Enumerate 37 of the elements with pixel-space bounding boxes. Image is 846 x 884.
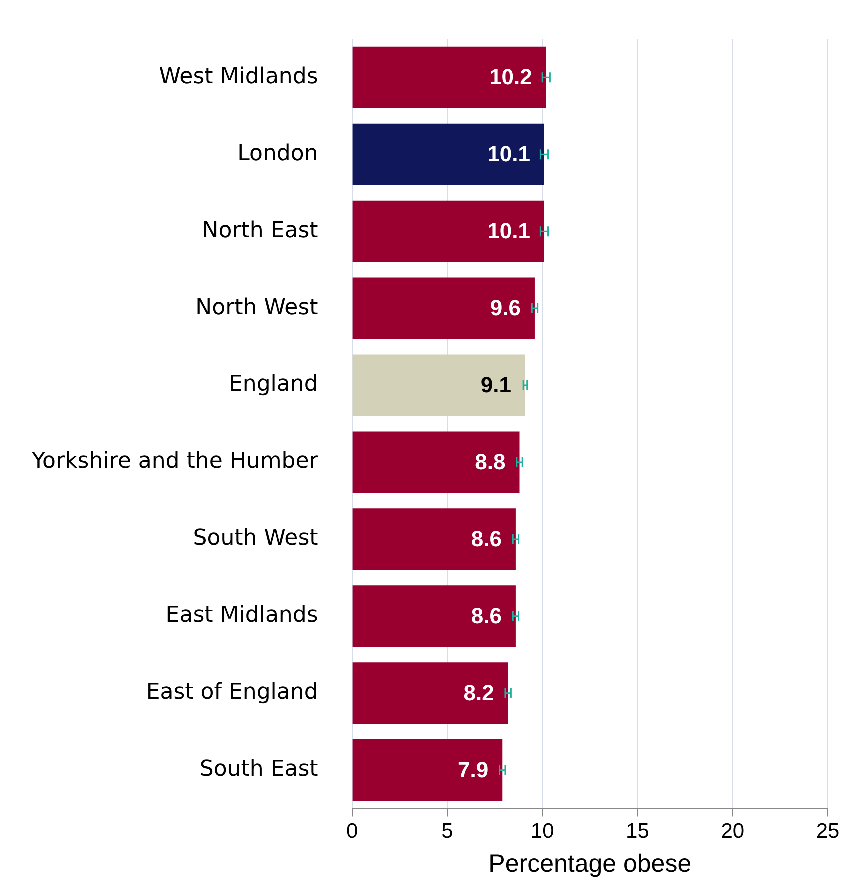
y-tick-label: West Midlands	[159, 64, 318, 90]
bar	[352, 662, 508, 724]
data-label: 10.1	[488, 218, 530, 244]
data-label: 9.6	[490, 296, 521, 321]
bar	[352, 200, 544, 262]
y-tick-label: South East	[200, 757, 319, 782]
y-tick-label: London	[238, 141, 318, 166]
y-tick-label: South West	[193, 526, 319, 552]
bar	[352, 46, 546, 108]
y-tick-label: North East	[202, 218, 319, 244]
y-tick-label: Yorkshire and the Humber	[31, 449, 320, 474]
x-tick-label: 20	[721, 820, 745, 844]
data-label: 9.1	[480, 372, 512, 398]
x-tick-label: 25	[816, 820, 840, 844]
bar	[352, 278, 535, 340]
y-tick-label: England	[229, 372, 318, 398]
y-tick-label: North West	[196, 295, 319, 320]
x-tick-label: 10	[530, 820, 554, 844]
data-label: 8.6	[471, 603, 502, 628]
x-tick-label: 0	[346, 820, 358, 844]
data-label: 10.1	[488, 142, 530, 167]
data-label: 8.6	[471, 526, 502, 552]
x-tick-label: 5	[442, 820, 454, 844]
data-label: 7.9	[458, 757, 489, 782]
x-tick-label: 15	[626, 820, 650, 844]
bar	[352, 354, 526, 416]
y-tick-label: East Midlands	[166, 603, 318, 628]
bar	[352, 508, 516, 570]
data-label: 8.2	[464, 680, 494, 706]
bar	[352, 124, 544, 186]
bar	[352, 586, 516, 648]
bar	[352, 432, 520, 494]
x-axis-title: Percentage obese	[488, 850, 692, 878]
bar	[352, 740, 503, 802]
data-label: 8.8	[475, 450, 506, 475]
y-tick-label: East of England	[146, 680, 318, 706]
data-label: 10.2	[490, 64, 532, 90]
